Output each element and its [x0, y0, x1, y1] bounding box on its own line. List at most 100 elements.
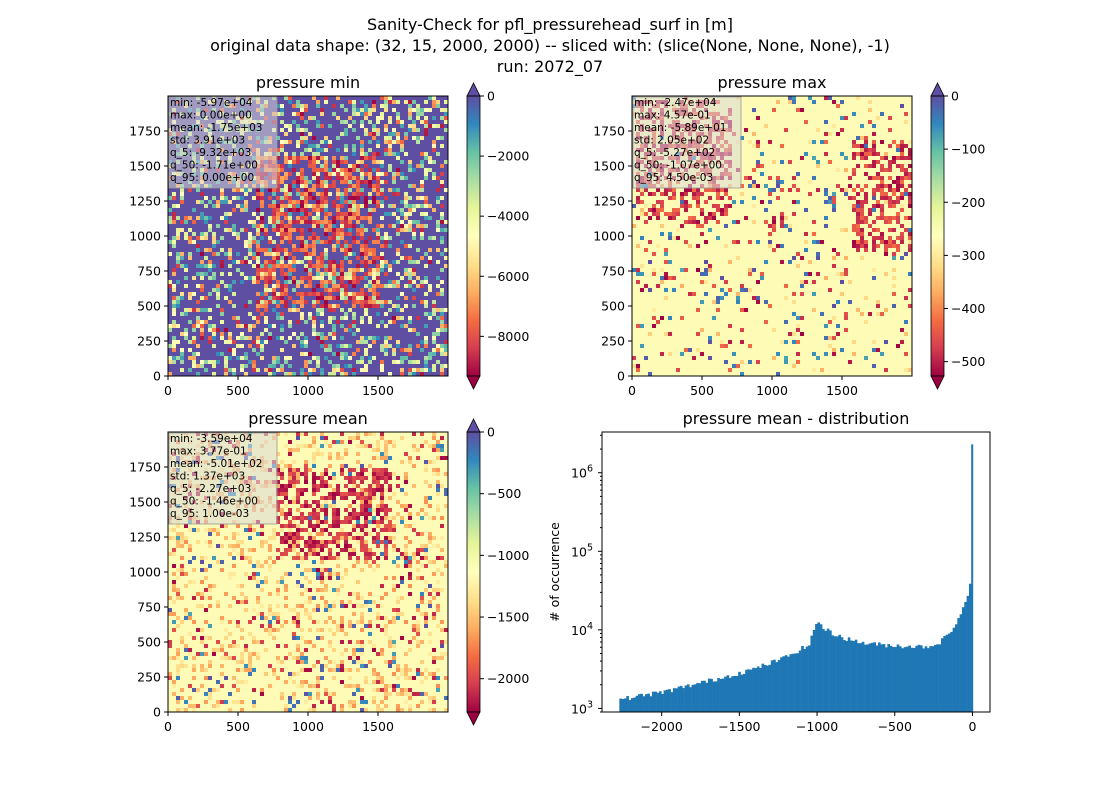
- y-tick-label: 0: [153, 369, 161, 384]
- heatmap-cell: [364, 604, 368, 608]
- heatmap-cell: [292, 204, 296, 208]
- heatmap-cell: [908, 216, 912, 220]
- heatmap-cell: [900, 176, 904, 180]
- heatmap-cell: [276, 296, 280, 300]
- heatmap-cell: [176, 236, 180, 240]
- heatmap-cell: [344, 448, 348, 452]
- heatmap-cell: [368, 184, 372, 188]
- figure-title-line-1: Sanity-Check for pfl_pressurehead_surf i…: [367, 15, 733, 35]
- heatmap-cell: [388, 636, 392, 640]
- heatmap-cell: [220, 352, 224, 356]
- heatmap-cell: [188, 684, 192, 688]
- heatmap-cell: [836, 132, 840, 136]
- heatmap-cell: [256, 600, 260, 604]
- heatmap-cell: [396, 188, 400, 192]
- heatmap-cell: [348, 504, 352, 508]
- heatmap-cell: [280, 488, 284, 492]
- heatmap-cell: [256, 340, 260, 344]
- heatmap-cell: [220, 656, 224, 660]
- heatmap-cell: [340, 368, 344, 372]
- heatmap-cell: [224, 676, 228, 680]
- heatmap-cell: [392, 280, 396, 284]
- heatmap-cell: [296, 480, 300, 484]
- heatmap-cell: [908, 240, 912, 244]
- heatmap-cell: [360, 612, 364, 616]
- heatmap-cell: [288, 124, 292, 128]
- heatmap-cell: [320, 296, 324, 300]
- heatmap-cell: [692, 192, 696, 196]
- heatmap-cell: [436, 292, 440, 296]
- heatmap-cell: [880, 180, 884, 184]
- heatmap-cell: [376, 224, 380, 228]
- heatmap-cell: [200, 236, 204, 240]
- heatmap-cell: [812, 240, 816, 244]
- heatmap-cell: [324, 148, 328, 152]
- heatmap-cell: [276, 676, 280, 680]
- heatmap-cell: [364, 676, 368, 680]
- heatmap-cell: [260, 540, 264, 544]
- heatmap-cell: [172, 204, 176, 208]
- heatmap-cell: [328, 360, 332, 364]
- heatmap-cell: [184, 268, 188, 272]
- heatmap-cell: [208, 636, 212, 640]
- heatmap-cell: [404, 688, 408, 692]
- y-tick-label: 1250: [129, 194, 161, 209]
- heatmap-cell: [360, 112, 364, 116]
- heatmap-cell: [368, 336, 372, 340]
- heatmap-cell: [376, 120, 380, 124]
- heatmap-cell: [656, 200, 660, 204]
- heatmap-cell: [372, 196, 376, 200]
- heatmap-cell: [276, 628, 280, 632]
- heatmap-cell: [216, 304, 220, 308]
- heatmap-cell: [180, 596, 184, 600]
- heatmap-cell: [288, 676, 292, 680]
- heatmap-cell: [192, 568, 196, 572]
- heatmap-cell: [220, 568, 224, 572]
- heatmap-cell: [708, 188, 712, 192]
- heatmap-cell: [356, 184, 360, 188]
- heatmap-cell: [368, 320, 372, 324]
- heatmap-cell: [352, 372, 356, 376]
- heatmap-cell: [872, 220, 876, 224]
- heatmap-cell: [632, 268, 636, 272]
- heatmap-cell: [256, 584, 260, 588]
- heatmap-cell: [268, 220, 272, 224]
- heatmap-cell: [324, 252, 328, 256]
- heatmap-cell: [232, 348, 236, 352]
- heatmap-cell: [376, 480, 380, 484]
- heatmap-cell: [320, 320, 324, 324]
- heatmap-cell: [368, 492, 372, 496]
- heatmap-cell: [276, 148, 280, 152]
- heatmap-cell: [380, 104, 384, 108]
- heatmap-cell: [396, 208, 400, 212]
- heatmap-cell: [172, 564, 176, 568]
- heatmap-cell: [276, 152, 280, 156]
- heatmap-cell: [316, 260, 320, 264]
- heatmap-cell: [192, 276, 196, 280]
- heatmap-cell: [352, 324, 356, 328]
- heatmap-cell: [304, 336, 308, 340]
- heatmap-cell: [284, 96, 288, 100]
- heatmap-cell: [240, 368, 244, 372]
- heatmap-cell: [424, 588, 428, 592]
- heatmap-cell: [864, 248, 868, 252]
- heatmap-cell: [872, 228, 876, 232]
- heatmap-cell: [304, 180, 308, 184]
- heatmap-cell: [208, 324, 212, 328]
- heatmap-cell: [664, 260, 668, 264]
- heatmap-cell: [380, 244, 384, 248]
- heatmap-cell: [368, 444, 372, 448]
- heatmap-cell: [212, 332, 216, 336]
- heatmap-cell: [436, 580, 440, 584]
- heatmap-cell: [348, 228, 352, 232]
- heatmap-cell: [424, 204, 428, 208]
- heatmap-cell: [392, 672, 396, 676]
- heatmap-cell: [272, 248, 276, 252]
- heatmap-cell: [268, 260, 272, 264]
- heatmap-cell: [284, 516, 288, 520]
- heatmap-cell: [184, 236, 188, 240]
- heatmap-cell: [372, 680, 376, 684]
- heatmap-cell: [332, 228, 336, 232]
- heatmap-cell: [832, 204, 836, 208]
- heatmap-cell: [196, 652, 200, 656]
